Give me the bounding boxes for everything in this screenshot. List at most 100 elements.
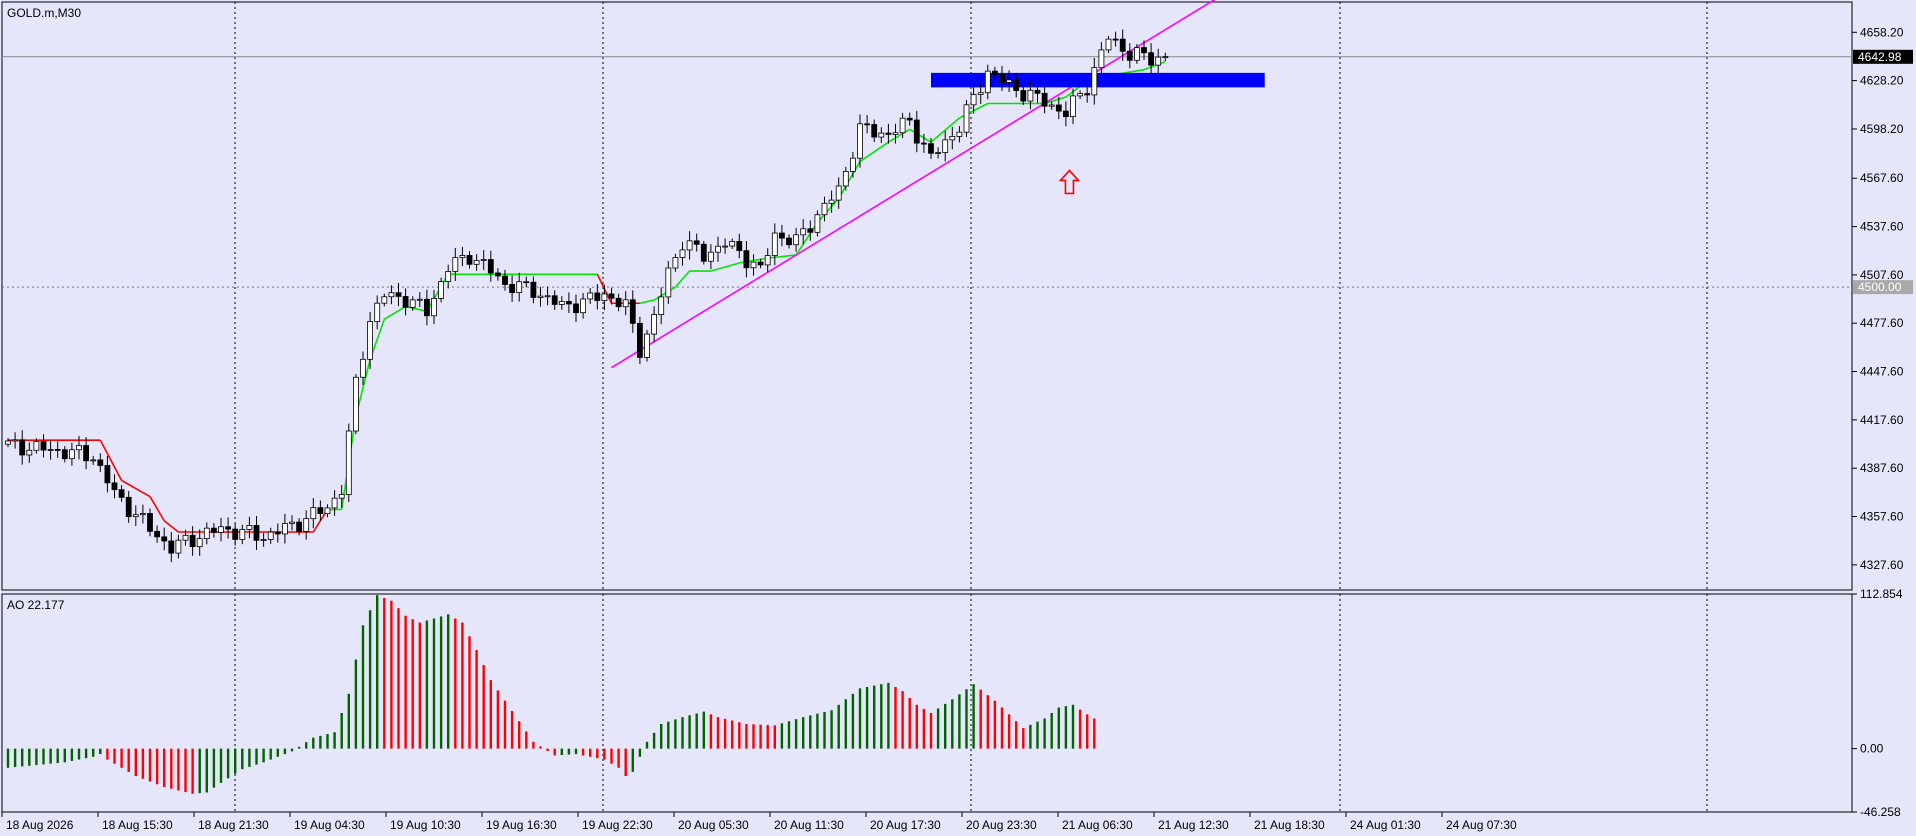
ao-bar: [340, 712, 343, 749]
y-tick-label: 4507.60: [1860, 268, 1904, 282]
candle-body: [850, 157, 856, 172]
candle-body: [928, 143, 934, 154]
supertrend-segment: [710, 262, 740, 272]
ao-bar: [297, 746, 301, 749]
candle-body: [182, 534, 189, 541]
ao-bar: [42, 748, 45, 765]
x-tick-label: 19 Aug 10:30: [390, 818, 461, 832]
y-tick-label: 4357.60: [1860, 510, 1904, 524]
supertrend-segment: [1143, 60, 1166, 71]
ao-bar: [77, 748, 81, 760]
candle-body: [601, 293, 608, 301]
candle-body: [90, 459, 97, 462]
candle-body: [1105, 38, 1112, 51]
price-level-label-bg: [1853, 280, 1913, 295]
candle-body: [374, 302, 381, 322]
price-level-label: 4500.00: [1858, 280, 1902, 294]
ao-bar: [120, 748, 123, 768]
ao-bar: [113, 748, 116, 764]
ao-bar: [290, 748, 294, 752]
ao-bar: [731, 720, 734, 749]
ao-bar: [326, 734, 329, 749]
candle-body: [210, 527, 217, 533]
candle-body: [551, 295, 558, 305]
ao-bar: [823, 711, 826, 749]
candle-body: [104, 465, 111, 484]
candle-body: [1141, 47, 1147, 54]
supertrend-segment: [163, 520, 179, 533]
ao-bar: [702, 711, 705, 749]
ao-bar: [92, 748, 95, 757]
ao-bar: [127, 748, 130, 772]
ao-bar: [837, 704, 840, 749]
candle-body: [1048, 104, 1055, 107]
candle-body: [76, 445, 82, 451]
ao-bar: [759, 724, 762, 749]
ao-bar: [674, 719, 677, 749]
ao-bar: [226, 748, 230, 779]
candle-body: [736, 241, 743, 252]
ao-bar: [745, 723, 748, 749]
candle-body: [196, 538, 203, 548]
candle-body: [942, 139, 949, 153]
candle-body: [984, 70, 991, 94]
ao-bar: [617, 748, 620, 768]
candle-body: [878, 132, 885, 138]
ao-bar: [553, 748, 556, 756]
supertrend-segment: [121, 479, 151, 498]
ao-bar: [234, 748, 237, 774]
candle-body: [807, 228, 814, 233]
ao-bar: [262, 748, 265, 763]
ao-bar: [951, 699, 954, 749]
ao-bar: [645, 741, 649, 749]
x-tick-label: 20 Aug 11:30: [774, 818, 844, 832]
ao-bar: [958, 694, 961, 749]
candle-body: [154, 530, 161, 538]
candle-body: [239, 529, 246, 540]
candle-body: [637, 322, 643, 358]
supertrend-segment: [887, 128, 911, 143]
candle-body: [842, 171, 849, 187]
ao-bar: [255, 748, 258, 765]
candle-body: [487, 259, 494, 274]
candle-body: [324, 507, 331, 515]
ao-bar: [1029, 724, 1032, 749]
ao-bar: [21, 748, 24, 767]
candle-body: [1084, 93, 1091, 96]
ao-bar: [603, 748, 606, 760]
candle-body: [310, 507, 317, 520]
candle-body: [409, 299, 416, 308]
candle-body: [445, 271, 452, 282]
candle-body: [871, 124, 878, 138]
ao-bar: [624, 748, 627, 777]
candle-body: [274, 531, 281, 535]
ao-bar: [63, 748, 66, 763]
ao-bar: [241, 748, 244, 770]
candle-body: [594, 292, 601, 301]
ao-bar: [830, 710, 833, 749]
ao-bar: [212, 748, 216, 788]
x-tick-label: 18 Aug 2026: [6, 818, 74, 832]
ao-bar: [248, 748, 251, 767]
ao-bar: [418, 622, 421, 749]
candle-body: [885, 132, 892, 135]
price-panel: [1, 1, 1853, 591]
candle-body: [502, 275, 508, 285]
y-tick-label: 4327.60: [1860, 558, 1904, 572]
ao-bar: [1007, 714, 1011, 749]
ao-bar: [688, 715, 691, 749]
candle-body: [47, 449, 54, 451]
candle-body: [147, 513, 153, 532]
ao-bar: [972, 684, 975, 749]
y-tick-label: 4658.20: [1860, 25, 1904, 39]
ao-bar: [589, 748, 592, 757]
ao-bar: [312, 737, 315, 749]
ao-bar: [99, 748, 102, 755]
ao-bar: [397, 608, 400, 749]
ao-bar: [411, 619, 414, 749]
ao-bar: [496, 690, 500, 749]
ao-bar: [1071, 704, 1075, 749]
ao-bar: [532, 741, 535, 749]
candle-body: [693, 240, 700, 245]
candle-body: [665, 267, 672, 298]
